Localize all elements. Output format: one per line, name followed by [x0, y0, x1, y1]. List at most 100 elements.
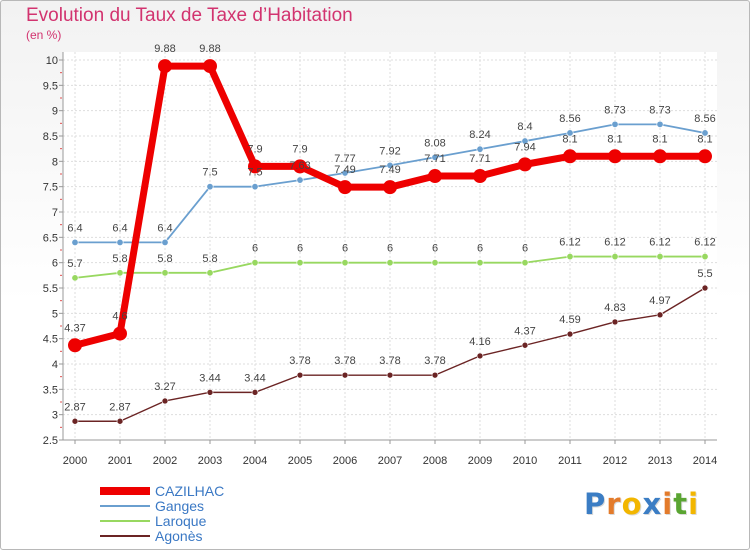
- data-point-agon-s: [701, 284, 709, 292]
- data-label-ganges: 7.63: [289, 160, 310, 172]
- y-tick-label: 3: [52, 410, 58, 422]
- data-point-agon-s: [206, 389, 214, 396]
- data-point-agon-s: [611, 318, 619, 326]
- x-tick-label: 2012: [603, 455, 627, 467]
- data-label-cazilhac: 9.88: [199, 43, 220, 55]
- data-point-laroque: [611, 253, 619, 261]
- data-label-agon-s: 4.97: [649, 295, 670, 307]
- x-tick-label: 2007: [378, 455, 402, 467]
- data-label-agon-s: 3.27: [154, 381, 175, 393]
- data-label-ganges: 8.73: [604, 104, 625, 116]
- data-point-ganges: [656, 120, 664, 128]
- logo-letter: P: [584, 487, 607, 521]
- data-label-laroque: 6: [252, 243, 258, 255]
- data-point-agon-s: [386, 371, 394, 379]
- x-tick-label: 2005: [288, 455, 312, 467]
- data-point-agon-s: [476, 352, 484, 360]
- proxiti-logo: Proxiti: [584, 487, 699, 521]
- data-point-laroque: [476, 259, 484, 267]
- data-label-ganges: 6.4: [112, 222, 127, 234]
- logo-letter: x: [642, 487, 663, 521]
- data-point-ganges: [341, 169, 349, 177]
- y-tick-label: 7: [52, 207, 58, 219]
- logo-letter: o: [621, 487, 643, 521]
- data-point-ganges: [611, 120, 619, 128]
- x-tick-label: 2002: [153, 455, 177, 467]
- data-label-laroque: 6: [297, 243, 303, 255]
- data-point-laroque: [206, 269, 214, 277]
- data-label-cazilhac: 8.1: [607, 133, 622, 145]
- logo-letter: i: [662, 487, 674, 521]
- legend-label: CAZILHAC: [155, 483, 225, 499]
- data-point-laroque: [341, 259, 349, 267]
- data-label-agon-s: 4.16: [469, 336, 490, 348]
- data-point-ganges: [431, 153, 439, 161]
- y-tick-label: 5: [52, 308, 58, 320]
- data-point-laroque: [71, 274, 79, 282]
- data-point-agon-s: [251, 389, 259, 396]
- data-point-ganges: [206, 183, 214, 191]
- data-label-laroque: 5.8: [157, 253, 172, 265]
- data-point-ganges: [701, 129, 709, 137]
- data-label-ganges: 6.4: [67, 222, 82, 234]
- data-point-ganges: [71, 238, 79, 246]
- data-point-laroque: [521, 259, 529, 267]
- y-tick-label: 6.5: [43, 232, 58, 244]
- y-tick-label: 4.5: [43, 334, 58, 346]
- data-label-ganges: 7.5: [247, 167, 262, 179]
- data-label-agon-s: 3.44: [199, 372, 220, 384]
- data-point-cazilhac: [473, 169, 487, 184]
- data-point-laroque: [431, 259, 439, 267]
- data-point-ganges: [386, 161, 394, 169]
- data-label-ganges: 8.4: [517, 121, 532, 133]
- data-label-ganges: 8.73: [649, 104, 670, 116]
- data-point-agon-s: [296, 371, 304, 379]
- x-tick-label: 2009: [468, 455, 492, 467]
- data-point-laroque: [296, 259, 304, 267]
- x-tick-label: 2014: [693, 455, 717, 467]
- legend-label: Laroque: [155, 513, 207, 529]
- data-label-ganges: 8.24: [469, 129, 490, 141]
- data-label-ganges: 7.77: [334, 153, 355, 165]
- data-label-cazilhac: 7.9: [247, 143, 262, 155]
- data-label-agon-s: 4.37: [514, 325, 535, 337]
- data-point-agon-s: [341, 371, 349, 379]
- data-point-cazilhac: [248, 159, 262, 174]
- data-point-ganges: [251, 183, 259, 191]
- data-label-cazilhac: 7.9: [292, 143, 307, 155]
- legend-swatch: [100, 520, 150, 522]
- x-tick-label: 2006: [333, 455, 357, 467]
- data-label-agon-s: 5.5: [697, 268, 712, 280]
- data-label-laroque: 5.8: [112, 253, 127, 265]
- data-point-cazilhac: [608, 149, 622, 164]
- data-point-agon-s: [116, 417, 124, 425]
- data-label-agon-s: 4.59: [559, 314, 580, 326]
- x-tick-label: 2003: [198, 455, 222, 467]
- data-point-agon-s: [566, 330, 574, 338]
- y-tick-label: 6: [52, 258, 58, 270]
- data-point-laroque: [566, 253, 574, 261]
- legend-label: Ganges: [155, 498, 205, 514]
- data-point-cazilhac: [338, 180, 352, 195]
- data-point-laroque: [161, 269, 169, 277]
- data-point-ganges: [566, 129, 574, 137]
- y-tick-label: 2.5: [43, 435, 58, 447]
- logo-letter: i: [688, 487, 700, 521]
- y-tick-label: 5.5: [43, 283, 58, 295]
- data-label-agon-s: 3.78: [424, 355, 445, 367]
- data-label-laroque: 6.12: [559, 237, 580, 249]
- data-label-cazilhac: 8.1: [652, 133, 667, 145]
- data-point-laroque: [701, 253, 709, 261]
- data-point-cazilhac: [113, 326, 127, 341]
- x-tick-label: 2010: [513, 455, 537, 467]
- data-point-agon-s: [656, 311, 664, 319]
- data-label-agon-s: 3.44: [244, 372, 265, 384]
- y-tick-label: 8.5: [43, 131, 58, 143]
- data-point-cazilhac: [383, 180, 397, 195]
- data-point-ganges: [521, 137, 529, 145]
- data-point-cazilhac: [203, 59, 217, 74]
- data-point-cazilhac: [158, 59, 172, 74]
- data-label-agon-s: 4.83: [604, 302, 625, 314]
- data-label-laroque: 6: [387, 243, 393, 255]
